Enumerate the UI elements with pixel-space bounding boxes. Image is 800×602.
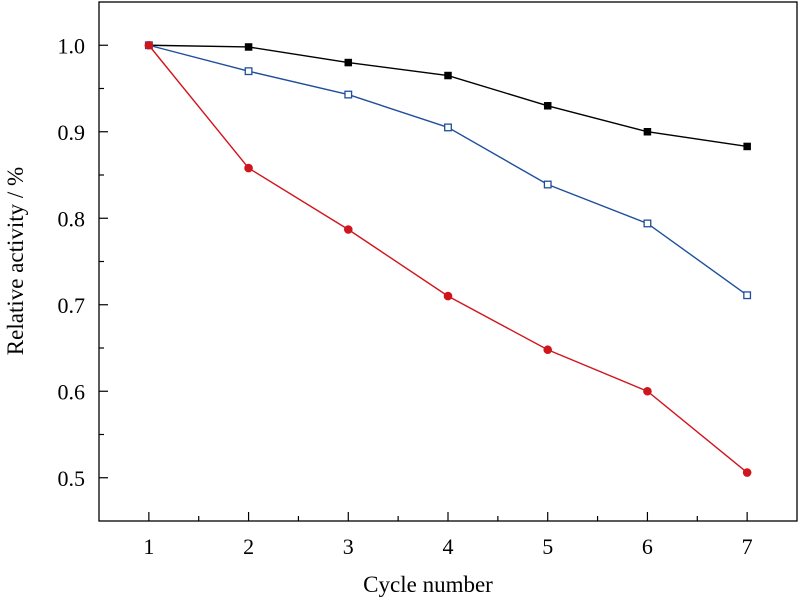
data-point: [743, 291, 752, 300]
data-point: [244, 67, 253, 76]
data-point: [444, 123, 452, 132]
y-tick-label: 0.8: [58, 206, 86, 231]
data-point: [443, 291, 453, 301]
data-point: [444, 71, 452, 80]
y-tick-label: 0.7: [58, 293, 86, 318]
x-axis: 1 2 3 4 5 6 7: [143, 512, 753, 559]
data-point: [543, 102, 552, 110]
data-point: [742, 468, 752, 477]
x-tick-label: 7: [742, 534, 753, 559]
data-point: [643, 386, 652, 396]
x-tick-label: 3: [343, 534, 354, 559]
series-layer: [144, 40, 752, 477]
data-point: [244, 43, 253, 51]
series-line: [148, 44, 748, 474]
x-tick-label: 2: [243, 534, 254, 559]
x-tick-label: 1: [143, 534, 154, 559]
y-tick-label: 0.5: [58, 466, 86, 491]
data-point: [344, 58, 353, 67]
y-axis-title: Relative activity / %: [3, 167, 28, 355]
series-line: [148, 44, 748, 296]
data-point: [643, 219, 652, 228]
data-point: [743, 142, 751, 151]
x-tick-label: 4: [443, 534, 454, 559]
data-point: [543, 180, 552, 189]
x-tick-label: 6: [642, 534, 653, 559]
data-point: [643, 128, 652, 136]
data-point: [344, 90, 353, 99]
y-tick-label: 1.0: [58, 33, 86, 58]
data-point: [543, 345, 553, 355]
data-point: [144, 40, 154, 50]
data-point: [244, 163, 253, 173]
plot-frame: [98, 1, 798, 522]
x-axis-title: Cycle number: [363, 572, 493, 597]
series-1: [145, 41, 751, 151]
data-point: [343, 225, 353, 234]
y-tick-label: 0.9: [58, 120, 86, 145]
series-2: [144, 41, 752, 300]
y-axis: 0.5 0.6 0.7 0.8 0.9 1.0: [58, 33, 108, 491]
y-tick-label: 0.6: [58, 379, 86, 404]
x-tick-label: 5: [542, 534, 553, 559]
series-3: [144, 40, 752, 477]
